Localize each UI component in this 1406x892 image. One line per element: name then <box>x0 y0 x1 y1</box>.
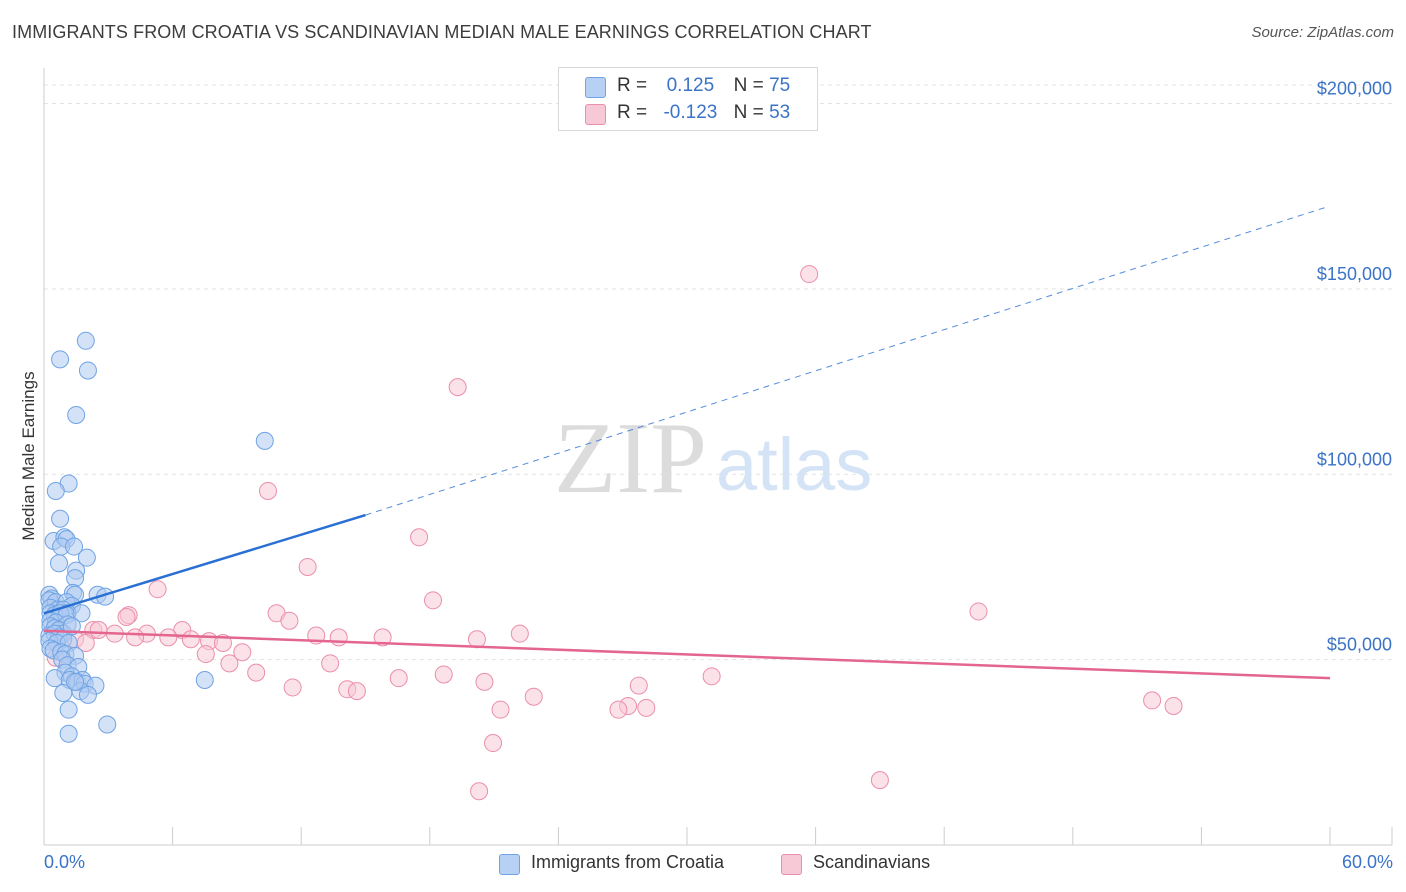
scandinavians-point <box>196 645 215 664</box>
croatia-point <box>66 569 85 588</box>
scandinavians-trend-line <box>43 629 1331 680</box>
scandinavians-point <box>637 698 656 717</box>
scandinavians-point <box>800 265 819 284</box>
scandinavians-point <box>484 734 503 753</box>
scandinavians-point <box>475 672 494 691</box>
scandinavians-point <box>524 687 543 706</box>
scandinavians-point <box>491 700 510 719</box>
y-tick-label-2: $150,000 <box>1317 264 1392 284</box>
scandinavians-point <box>969 602 988 621</box>
scandinavians-point <box>258 481 277 500</box>
scandinavians-point <box>373 628 392 647</box>
grid-lines <box>44 84 1392 661</box>
croatia-point <box>45 669 64 688</box>
scandinavians-point <box>347 682 366 701</box>
croatia-trend-line <box>43 513 366 615</box>
legend-r-value: 0.125 <box>666 75 715 96</box>
croatia-point <box>51 350 70 369</box>
scandinavians-point <box>89 620 108 639</box>
scandinavians-point <box>424 591 443 610</box>
scandinavians-point <box>448 378 467 397</box>
scandinavians-point <box>410 528 429 547</box>
scandinavians-point <box>233 643 252 662</box>
croatia-point <box>98 715 117 734</box>
y-tick-label-1: $100,000 <box>1317 449 1392 469</box>
bottom-legend-label-croatia: Immigrants from Croatia <box>531 852 725 872</box>
scandinavians-points <box>46 265 1183 801</box>
scandinavians-point <box>117 608 136 626</box>
scandinavians-point <box>329 628 348 647</box>
y-tick-label-3: $200,000 <box>1317 79 1392 99</box>
scandinavians-point <box>389 669 408 688</box>
croatia-point <box>67 405 86 424</box>
scandinavians-point <box>1164 696 1183 715</box>
watermark-atlas: atlas <box>716 423 872 506</box>
scandinavians-point <box>283 678 302 697</box>
scandinavians-point <box>870 771 889 790</box>
legend-n-label: N = <box>733 102 764 123</box>
legend-n-value: 53 <box>769 102 791 123</box>
legend-n-value: 75 <box>769 75 791 96</box>
croatia-trend-extension <box>365 206 1326 516</box>
croatia-point <box>66 672 85 691</box>
legend-r-value: -0.123 <box>663 102 718 123</box>
scandinavians-point <box>629 676 648 695</box>
croatia-point <box>50 554 69 573</box>
legend-r-label: R = <box>617 75 648 96</box>
scandinavians-point <box>159 628 178 647</box>
croatia-point <box>51 509 70 528</box>
croatia-points <box>40 331 274 743</box>
croatia-point <box>77 548 96 567</box>
chart-title: IMMIGRANTS FROM CROATIA VS SCANDINAVIAN … <box>12 22 872 42</box>
source-label: Source: ZipAtlas.com <box>1251 24 1394 41</box>
scandinavians-point <box>280 611 299 630</box>
croatia-point <box>65 537 84 556</box>
croatia-point <box>195 671 214 690</box>
x-axis-max-label: 60.0% <box>1341 852 1393 872</box>
scandinavians-point <box>126 628 145 647</box>
scandinavians-point <box>298 557 317 576</box>
scandinavians-point <box>148 580 167 599</box>
scandinavians-point <box>467 630 486 649</box>
watermark-zip: ZIP <box>554 402 707 515</box>
croatia-point <box>59 724 78 743</box>
croatia-point <box>46 481 65 500</box>
croatia-point <box>76 331 95 350</box>
x-axis-min-label: 0.0% <box>44 852 86 872</box>
scandinavians-point <box>247 663 266 682</box>
legend-r-label: R = <box>617 102 648 123</box>
scandinavians-point <box>470 782 489 801</box>
scandinavians-point <box>321 654 340 673</box>
bottom-legend-swatch-croatia <box>499 854 520 875</box>
y-tick-label-0: $50,000 <box>1327 635 1392 655</box>
croatia-point <box>59 700 78 719</box>
scandinavians-point <box>434 665 453 684</box>
scandinavians-point <box>220 654 239 673</box>
bottom-legend-swatch-scandinavians <box>781 854 802 875</box>
legend-n-label: N = <box>733 75 764 96</box>
scandinavians-point <box>609 700 628 719</box>
scandinavians-point <box>1143 691 1162 710</box>
scandinavians-point <box>510 624 529 643</box>
bottom-legend-label-scandinavians: Scandinavians <box>813 852 931 872</box>
legend-swatch-croatia <box>585 77 606 98</box>
croatia-point <box>78 361 97 380</box>
y-tick-labels: $50,000 $100,000 $150,000 $200,000 <box>1317 79 1392 655</box>
croatia-point <box>72 604 91 623</box>
correlation-legend: R = 0.125 N = 75 R = -0.123 N = 53 <box>558 67 818 131</box>
legend-swatch-scandinavians <box>585 104 606 125</box>
croatia-point <box>255 431 274 450</box>
scandinavians-point <box>702 667 721 686</box>
watermark: ZIP atlas <box>554 402 872 515</box>
scandinavians-point <box>181 630 200 649</box>
croatia-point <box>78 685 97 704</box>
axes <box>43 68 1393 846</box>
trend-lines <box>43 206 1331 680</box>
